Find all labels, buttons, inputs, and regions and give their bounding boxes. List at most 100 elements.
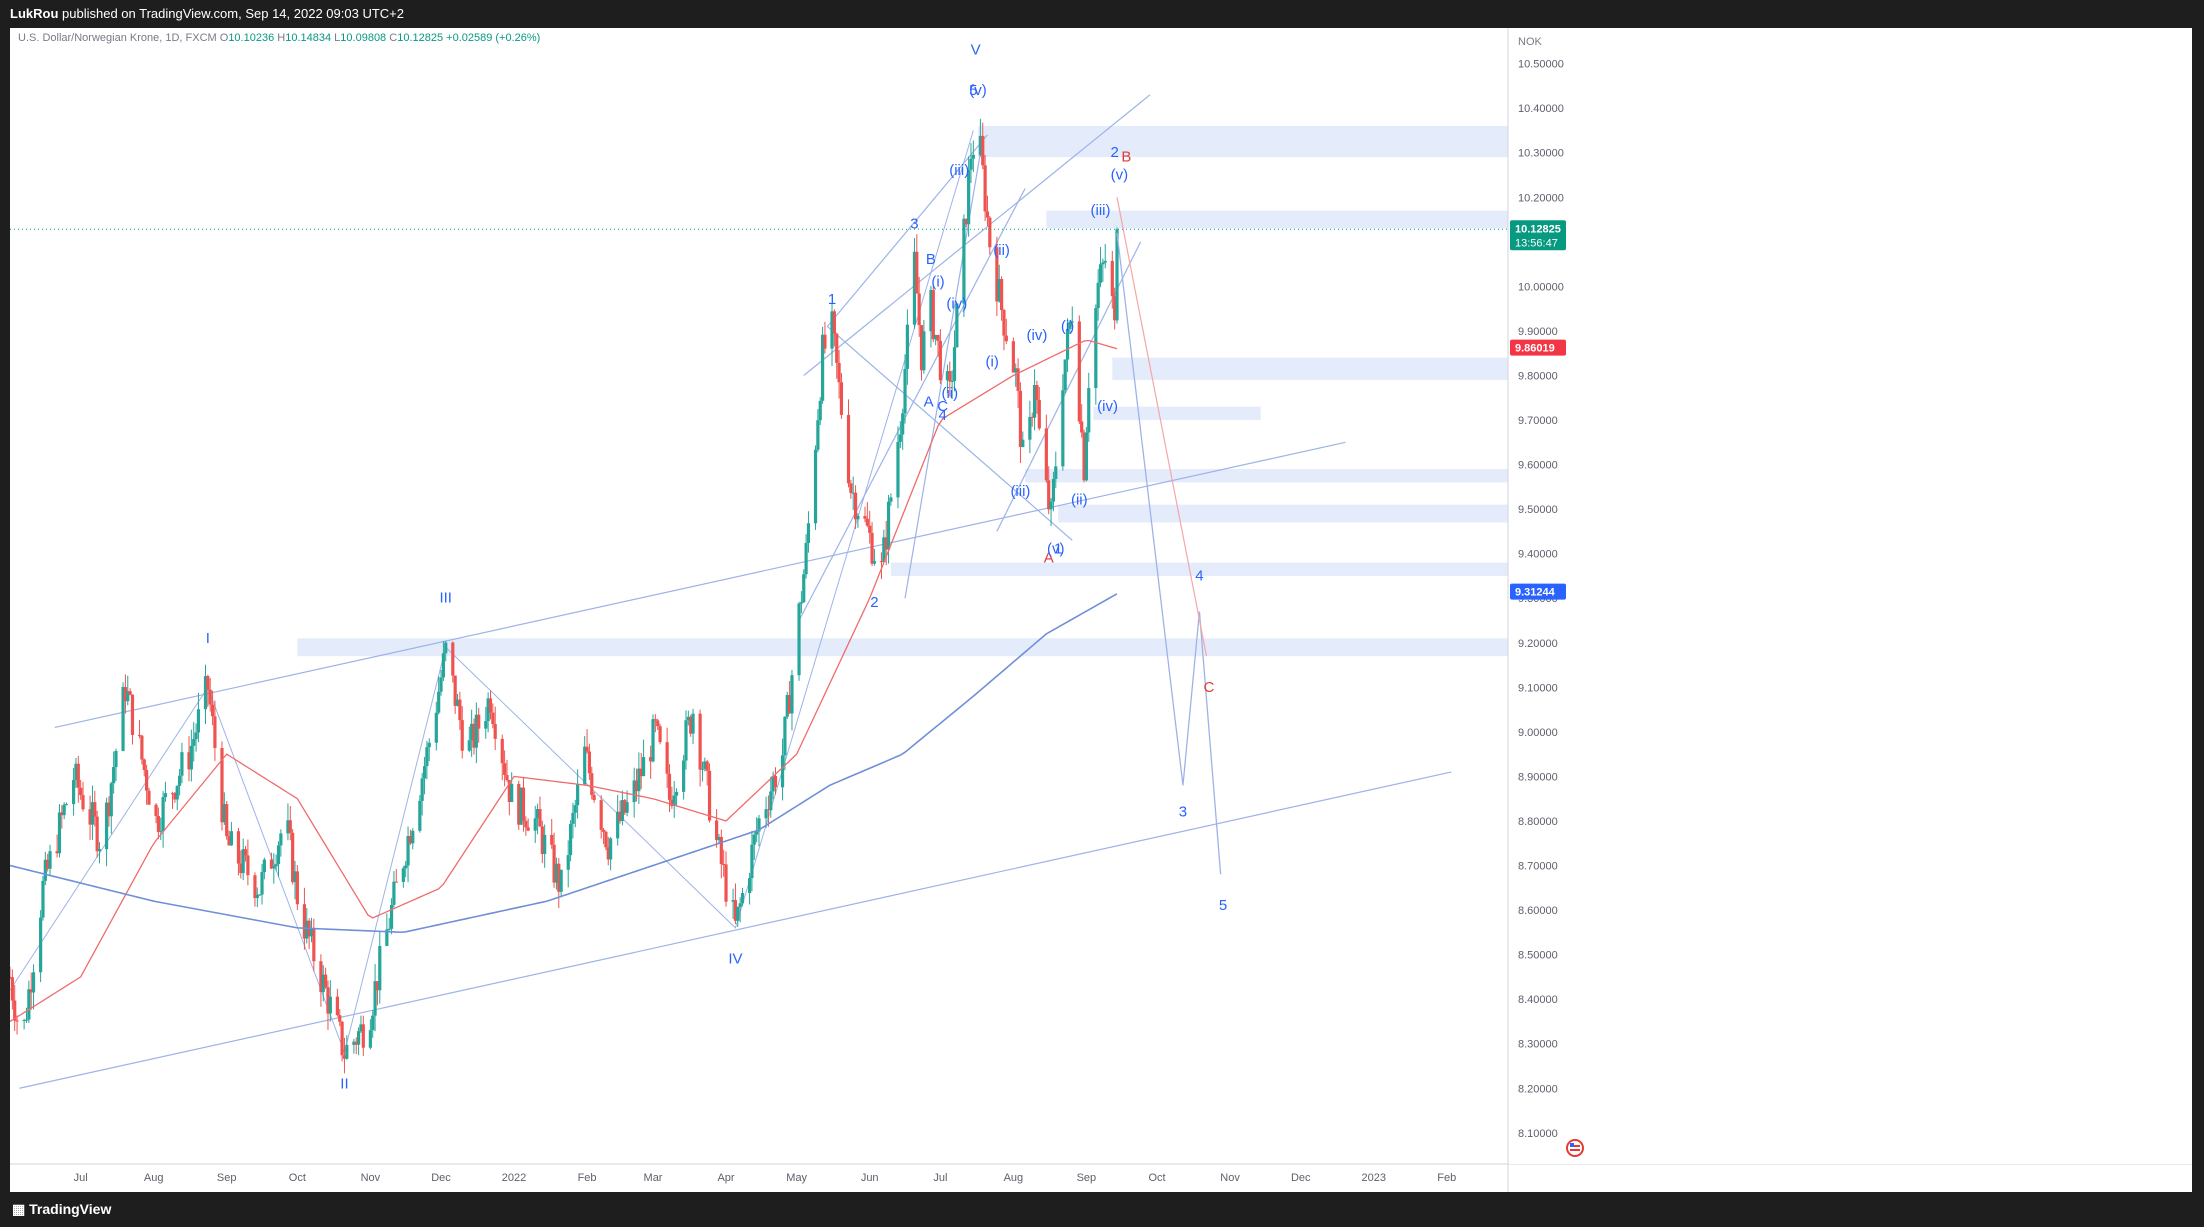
candle-up xyxy=(790,675,794,714)
candle-up xyxy=(912,251,917,325)
candle-down xyxy=(707,770,712,821)
candle-up xyxy=(286,820,290,834)
candle-down xyxy=(243,849,248,856)
candle-up xyxy=(738,903,742,907)
candle-up xyxy=(818,400,822,421)
plot-area[interactable] xyxy=(10,28,1508,1164)
candle-up xyxy=(62,804,66,816)
y-tick-label: 9.90000 xyxy=(1518,326,1558,338)
candle-down xyxy=(288,820,292,833)
candle-down xyxy=(1002,310,1006,336)
price-label-value: 9.86019 xyxy=(1515,343,1555,355)
candle-down xyxy=(773,775,778,788)
author-name[interactable]: LukRou xyxy=(10,6,59,21)
candle-up xyxy=(418,800,422,831)
candle-up xyxy=(161,797,165,832)
candle-down xyxy=(1077,321,1081,422)
candle-up xyxy=(356,1031,361,1045)
candle-down xyxy=(634,780,639,792)
publish-header: LukRou published on TradingView.com, Sep… xyxy=(0,0,2204,28)
y-tick-label: 8.40000 xyxy=(1518,994,1558,1006)
candle-up xyxy=(750,844,754,879)
candle-down xyxy=(170,793,175,795)
y-tick-label: 8.10000 xyxy=(1518,1128,1558,1140)
candle-down xyxy=(137,734,142,736)
ma-blue-line xyxy=(9,593,1118,934)
tv-icon: ▦ xyxy=(12,1201,30,1217)
candle-down xyxy=(140,735,144,760)
candle-up xyxy=(439,677,443,692)
candle-down xyxy=(1044,428,1048,481)
ma-red-line xyxy=(9,339,1118,1022)
candle-down xyxy=(865,518,869,526)
x-tick-label: Nov xyxy=(1220,1172,1240,1184)
candle-up xyxy=(616,811,620,839)
candle-up xyxy=(1094,308,1098,389)
candle-up xyxy=(922,331,926,371)
tradingview-logo[interactable]: ▦ TradingView xyxy=(0,1201,111,1217)
candle-up xyxy=(519,787,523,825)
x-ticks: Jul Aug Sep Oct Nov Dec 2022 Feb Mar Apr May Jun Jul… xyxy=(74,1172,1457,1184)
candle-up xyxy=(1065,328,1070,360)
candle-up xyxy=(882,537,886,563)
candle-up xyxy=(175,785,179,800)
wave-label: B xyxy=(1121,149,1131,166)
candle-up xyxy=(952,347,957,381)
y-tick-label: 8.50000 xyxy=(1518,950,1558,962)
candle-up xyxy=(967,169,971,225)
candle-up xyxy=(474,714,478,748)
candle-down xyxy=(981,135,985,166)
candle-down xyxy=(123,687,128,702)
price-axis[interactable] xyxy=(1509,28,2192,1164)
candle-down xyxy=(208,689,212,705)
symbol-title[interactable]: U.S. Dollar/Norwegian Krone, 1D, FXCM xyxy=(18,32,217,44)
candle-down xyxy=(451,642,455,676)
flag-icon[interactable] xyxy=(1566,1139,1584,1157)
candle-down xyxy=(491,712,495,725)
wave-label: III xyxy=(439,590,452,607)
candle-down xyxy=(79,787,83,796)
candle-down xyxy=(715,820,719,841)
candle-down xyxy=(291,832,295,883)
candle-up xyxy=(997,279,1001,302)
candle-up xyxy=(43,859,47,881)
candle-up xyxy=(309,928,314,937)
y-tick-label: 8.20000 xyxy=(1518,1083,1558,1095)
candle-down xyxy=(227,836,231,846)
wave-label: C xyxy=(1203,679,1214,696)
chart-panel[interactable]: I II III IV V 1 2 3 4 5 (v) A B C (i) (ii) (iii) (iv) (ii)… xyxy=(8,28,2192,1192)
open-label: O xyxy=(219,32,229,44)
candle-down xyxy=(585,746,589,752)
candle-up xyxy=(194,732,198,740)
price-label-time: 13:56:47 xyxy=(1515,237,1558,249)
high-label: H xyxy=(277,32,286,44)
wave-path xyxy=(9,130,974,1055)
candle-down xyxy=(453,675,457,706)
candle-down xyxy=(55,851,59,854)
candle-up xyxy=(969,158,973,170)
candle-up xyxy=(1051,478,1056,502)
candle-up xyxy=(886,501,891,550)
candle-down xyxy=(540,826,544,855)
candle-up xyxy=(797,603,801,676)
candle-up xyxy=(740,893,745,904)
candle-up xyxy=(64,804,69,806)
candle-down xyxy=(142,759,146,771)
ma-layer xyxy=(9,339,1118,1022)
trend-line xyxy=(826,326,1073,541)
open-value: 10.10236 xyxy=(228,32,275,44)
candle-down xyxy=(689,716,693,734)
candle-up xyxy=(851,492,855,494)
candle-down xyxy=(719,836,723,865)
x-tick-label: Mar xyxy=(644,1172,663,1184)
price-chart[interactable]: IIIIIIIVV12345(v)ABC(i)(ii)(iii)(iv)(ii)… xyxy=(8,28,2192,1192)
wave-label: (v) xyxy=(969,82,987,99)
candle-up xyxy=(1068,321,1072,329)
candle-up xyxy=(97,849,102,852)
candle-down xyxy=(832,311,836,334)
candle-up xyxy=(533,818,537,831)
y-tick-label: 9.60000 xyxy=(1518,460,1558,472)
currency-label: NOK xyxy=(1518,36,1543,48)
candle-down xyxy=(665,742,669,774)
wave-projection xyxy=(1116,232,1222,875)
